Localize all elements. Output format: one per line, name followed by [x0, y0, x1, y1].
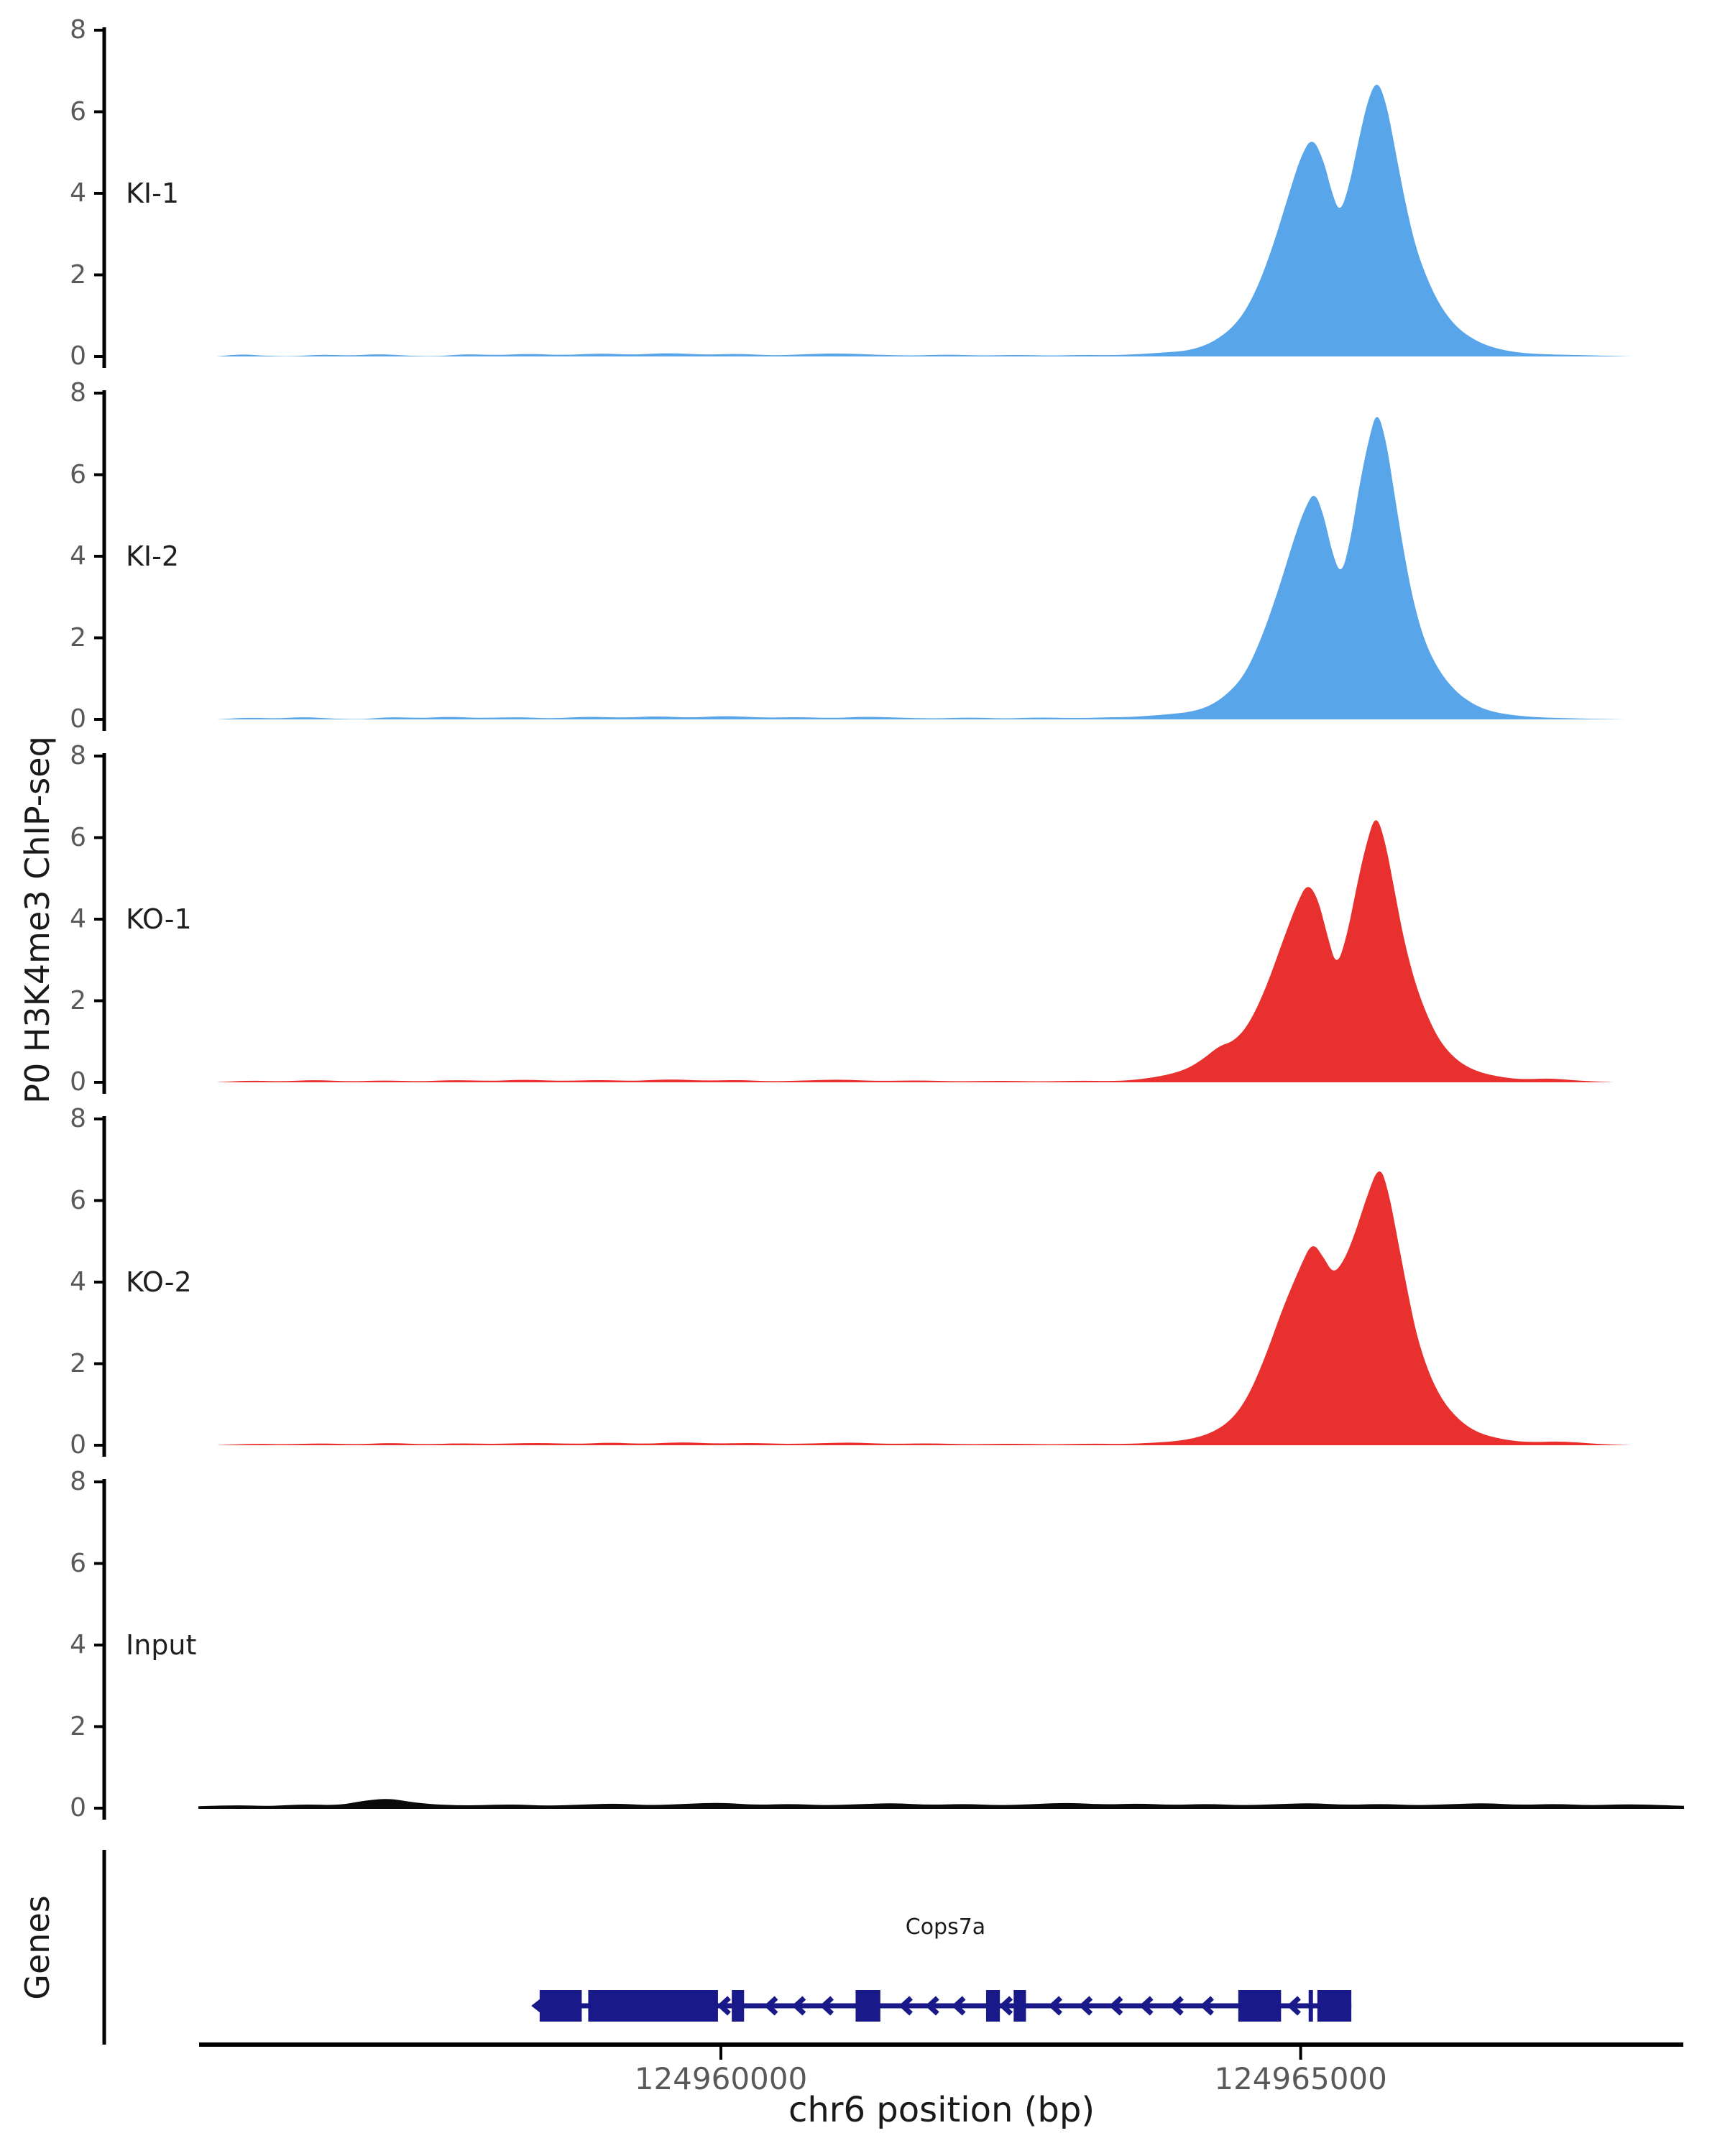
strand-chevron-icon [1169, 1996, 1184, 2016]
strand-chevron-icon [717, 1996, 731, 2016]
track-y-tick-label: 0 [70, 704, 86, 734]
track-label: KI-1 [126, 178, 180, 209]
gene-exon [855, 1990, 880, 2022]
track-y-tick-label: 8 [70, 741, 86, 770]
track-y-tick-label: 0 [70, 1067, 86, 1097]
x-axis-tick-label: 124960000 [634, 2061, 808, 2096]
gene-exon [1317, 1990, 1352, 2022]
track-y-tick-label: 8 [70, 378, 86, 407]
strand-chevron-icon [925, 1996, 939, 2016]
signal-area-input [198, 1799, 1684, 1809]
strand-chevron-icon [819, 1996, 834, 2016]
signal-area-ko-1 [216, 820, 1614, 1082]
strand-chevron-icon [763, 1996, 778, 2016]
gene-exon [985, 1990, 1000, 2022]
strand-chevron-icon [951, 1996, 966, 2016]
track-y-tick-label: 0 [70, 1793, 86, 1823]
track-label: KO-1 [126, 903, 192, 935]
track-y-tick-label: 2 [70, 259, 86, 290]
track-y-tick-label: 8 [70, 1104, 86, 1133]
strand-chevron-icon [1287, 1996, 1301, 2016]
track-y-tick-label: 6 [70, 96, 86, 126]
track-y-tick-label: 4 [70, 541, 86, 571]
strand-chevron-icon [898, 1996, 913, 2016]
track-y-tick-label: 8 [70, 15, 86, 45]
strand-chevron-icon [1139, 1996, 1154, 2016]
strand-chevron-icon [998, 1996, 1013, 2016]
x-axis-tick-label: 124965000 [1214, 2061, 1387, 2096]
strand-chevron-icon [1108, 1996, 1123, 2016]
x-axis-label: chr6 position (bp) [788, 2090, 1095, 2130]
track-y-tick-label: 4 [70, 178, 86, 208]
signal-area-ko-2 [216, 1171, 1632, 1445]
gene-name-label: Cops7a [905, 1915, 986, 1940]
track-y-tick-label: 4 [70, 904, 86, 934]
track-y-tick-label: 2 [70, 622, 86, 653]
track-y-tick-label: 4 [70, 1630, 86, 1659]
signal-area-ki-1 [216, 84, 1632, 356]
gene-exon [588, 1990, 718, 2022]
signal-area-ki-2 [216, 417, 1626, 719]
track-y-tick-label: 6 [70, 1185, 86, 1215]
track-label: KI-2 [126, 540, 180, 572]
track-y-tick-label: 6 [70, 822, 86, 852]
gene-exon [732, 1990, 745, 2022]
strand-chevron-icon [1048, 1996, 1062, 2016]
track-y-tick-label: 0 [70, 341, 86, 371]
track-y-tick-label: 6 [70, 1548, 86, 1578]
gene-exon [1013, 1990, 1026, 2022]
strand-chevron-icon [1078, 1996, 1093, 2016]
track-label: Input [126, 1629, 197, 1661]
track-y-tick-label: 8 [70, 1467, 86, 1496]
track-y-tick-label: 2 [70, 1348, 86, 1378]
gene-exon [1308, 1990, 1313, 2022]
track-y-tick-label: 0 [70, 1430, 86, 1460]
track-y-tick-label: 2 [70, 985, 86, 1015]
track-y-tick-label: 6 [70, 459, 86, 489]
strand-chevron-icon [1200, 1996, 1214, 2016]
track-label: KO-2 [126, 1266, 192, 1298]
track-y-tick-label: 4 [70, 1267, 86, 1296]
gene-exon [539, 1990, 582, 2022]
track-y-tick-label: 2 [70, 1711, 86, 1741]
strand-chevron-icon [791, 1996, 806, 2016]
gene-exon [1238, 1990, 1282, 2022]
genes-axis-label: Genes [18, 1895, 57, 2000]
